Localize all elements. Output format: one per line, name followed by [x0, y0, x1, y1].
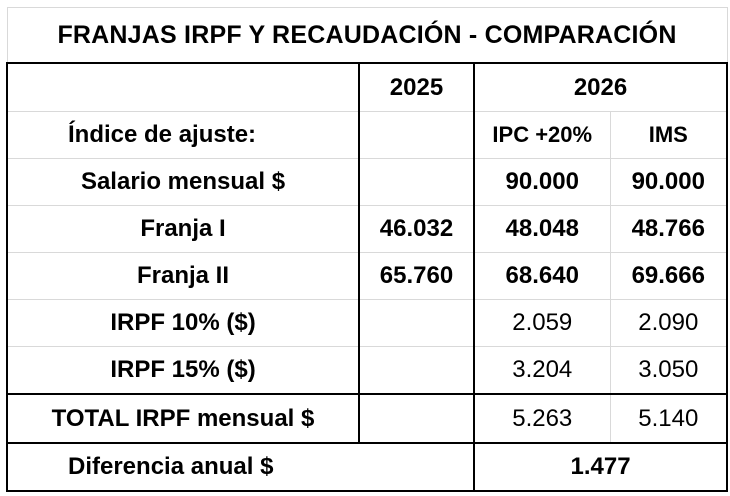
irpf-comparison-table: FRANJAS IRPF Y RECAUDACIÓN - COMPARACIÓN… — [6, 7, 729, 492]
cell-franja-ii-ipc: 68.640 — [473, 252, 611, 300]
total-row: TOTAL IRPF mensual $ 5.263 5.140 — [6, 393, 729, 444]
table-row: Salario mensual $ 90.000 90.000 — [6, 158, 729, 206]
year-header-empty-cell — [6, 62, 360, 112]
total-2025-cell — [358, 393, 475, 444]
cell-irpf-15-2025 — [358, 346, 475, 395]
difference-value: 1.477 — [473, 442, 729, 492]
difference-row: Diferencia anual $ 1.477 — [6, 442, 729, 492]
table-row: Franja II 65.760 68.640 69.666 — [6, 252, 729, 300]
year-header-row: 2025 2026 — [6, 62, 729, 112]
table-title: FRANJAS IRPF Y RECAUDACIÓN - COMPARACIÓN — [6, 7, 728, 64]
table-row: IRPF 10% ($) 2.059 2.090 — [6, 299, 729, 347]
total-ipc-value: 5.263 — [473, 393, 611, 444]
cell-franja-i-ipc: 48.048 — [473, 205, 611, 253]
adjustment-label: Índice de ajuste: — [6, 111, 360, 159]
table-row: Franja I 46.032 48.048 48.766 — [6, 205, 729, 253]
year-2026-header: 2026 — [473, 62, 729, 112]
cell-irpf-10-ipc: 2.059 — [473, 299, 611, 347]
year-2025-header: 2025 — [358, 62, 475, 112]
row-label-salario: Salario mensual $ — [6, 158, 360, 206]
cell-franja-i-2025: 46.032 — [358, 205, 475, 253]
total-ims-value: 5.140 — [609, 393, 729, 444]
row-label-franja-i: Franja I — [6, 205, 360, 253]
cell-salario-ims: 90.000 — [609, 158, 729, 206]
cell-irpf-15-ims: 3.050 — [609, 346, 729, 395]
table-row: IRPF 15% ($) 3.204 3.050 — [6, 346, 729, 395]
cell-salario-ipc: 90.000 — [473, 158, 611, 206]
row-label-franja-ii: Franja II — [6, 252, 360, 300]
title-row: FRANJAS IRPF Y RECAUDACIÓN - COMPARACIÓN — [6, 7, 728, 64]
adjustment-row: Índice de ajuste: IPC +20% IMS — [6, 111, 729, 159]
difference-label: Diferencia anual $ — [6, 442, 475, 492]
cell-franja-i-ims: 48.766 — [609, 205, 729, 253]
adjustment-ipc-header: IPC +20% — [473, 111, 611, 159]
cell-salario-2025 — [358, 158, 475, 206]
row-label-irpf-10: IRPF 10% ($) — [6, 299, 360, 347]
cell-irpf-10-ims: 2.090 — [609, 299, 729, 347]
adjustment-ims-header: IMS — [609, 111, 729, 159]
cell-franja-ii-2025: 65.760 — [358, 252, 475, 300]
cell-franja-ii-ims: 69.666 — [609, 252, 729, 300]
row-label-irpf-15: IRPF 15% ($) — [6, 346, 360, 395]
total-label: TOTAL IRPF mensual $ — [6, 393, 360, 444]
cell-irpf-15-ipc: 3.204 — [473, 346, 611, 395]
adjustment-2025-cell — [358, 111, 475, 159]
cell-irpf-10-2025 — [358, 299, 475, 347]
